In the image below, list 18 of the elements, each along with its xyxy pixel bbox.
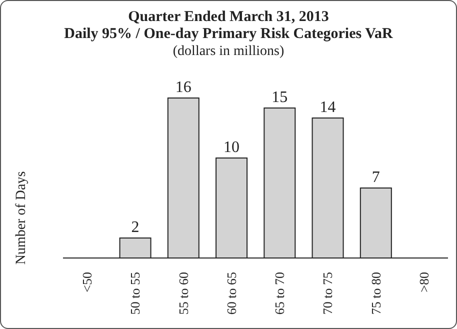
data-label: 2 [131, 219, 140, 236]
chart-title: Quarter Ended March 31, 2013 [127, 9, 330, 26]
chart-subtitle: Daily 95% / One-day Primary Risk Categories VaR [63, 26, 394, 43]
y-axis-title: Number of Days [14, 171, 29, 265]
x-tick-label: 55 to 60 [176, 272, 191, 315]
x-tick-label: 75 to 80 [368, 272, 384, 315]
x-tick-label: 70 to 75 [320, 272, 336, 315]
data-label: 10 [224, 139, 240, 156]
text: (dollars in millions) [172, 43, 286, 60]
data-label: 15 [272, 89, 288, 106]
x-tick-label: 60 to 65 [224, 272, 239, 315]
data-label: 16 [175, 79, 192, 96]
x-tick-label: 50 to 55 [128, 272, 143, 315]
data-label: 14 [320, 99, 336, 116]
x-tick-label: 65 to 70 [272, 272, 288, 315]
data-label: 7 [372, 169, 380, 186]
x-tick-label: >80 [416, 272, 432, 292]
x-tick-label: <50 [80, 272, 95, 292]
